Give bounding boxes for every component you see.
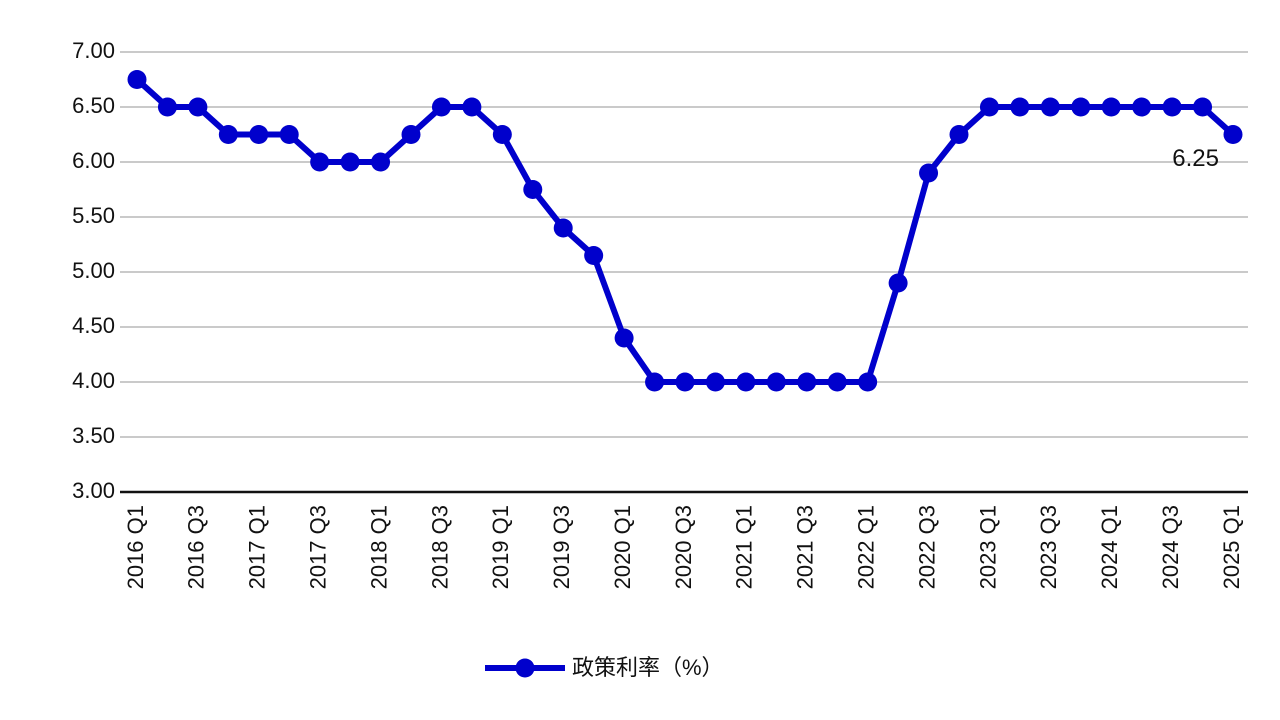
legend-marker [515,658,535,678]
y-tick-label: 4.50 [72,313,115,338]
y-tick-label: 5.00 [72,258,115,283]
x-tick-label: 2019 Q1 [488,505,513,589]
y-tick-label: 3.00 [72,478,115,503]
x-tick-label: 2017 Q3 [305,505,330,589]
point [1162,97,1182,117]
legend-label: 政策利率（%） [572,655,724,680]
point [705,372,725,392]
point [462,97,482,117]
point [888,273,908,293]
y-tick-label: 4.00 [72,368,115,393]
point [1223,125,1243,144]
point [249,125,269,144]
point [766,372,786,392]
point [1101,97,1121,117]
point [919,163,939,183]
point [827,372,847,392]
data-label: 6.25 [1172,145,1219,172]
point [401,125,421,144]
point [1132,97,1152,117]
y-tick-label: 6.50 [72,93,115,118]
point [310,152,330,172]
point [645,372,665,392]
point [675,372,695,392]
point [553,218,573,238]
x-tick-label: 2016 Q1 [123,505,148,589]
x-tick-label: 2017 Q1 [245,505,270,589]
x-tick-label: 2024 Q3 [1158,505,1183,589]
point [858,372,878,392]
x-tick-label: 2022 Q3 [914,505,939,589]
point [127,70,147,89]
point [279,125,299,144]
point [218,125,238,144]
x-tick-label: 2024 Q1 [1097,505,1122,589]
x-tick-label: 2025 Q1 [1219,505,1244,589]
y-tick-label: 7.00 [72,38,115,63]
x-tick-label: 2021 Q3 [793,505,818,589]
y-tick-label: 3.50 [72,423,115,448]
point [523,180,543,199]
x-tick-label: 2016 Q3 [184,505,209,589]
point [431,97,451,117]
point [614,328,634,348]
point [1040,97,1060,117]
point [157,97,177,117]
point [949,125,969,144]
point [188,97,208,117]
y-tick-label: 5.50 [72,203,115,228]
point [371,152,391,172]
point [1071,97,1091,117]
point [340,152,360,172]
point [797,372,817,392]
x-tick-label: 2019 Q3 [549,505,574,589]
point [979,97,999,117]
x-tick-label: 2023 Q1 [975,505,1000,589]
point [1193,97,1213,117]
x-tick-label: 2020 Q3 [671,505,696,589]
point [1010,97,1030,117]
point [736,372,756,392]
point [492,125,512,144]
x-tick-label: 2020 Q1 [610,505,635,589]
x-tick-label: 2021 Q1 [732,505,757,589]
x-tick-label: 2022 Q1 [853,505,878,589]
point [584,246,604,265]
x-tick-label: 2023 Q3 [1036,505,1061,589]
y-tick-label: 6.00 [72,148,115,173]
x-tick-label: 2018 Q1 [366,505,391,589]
x-tick-label: 2018 Q3 [427,505,452,589]
line [134,77,1236,385]
